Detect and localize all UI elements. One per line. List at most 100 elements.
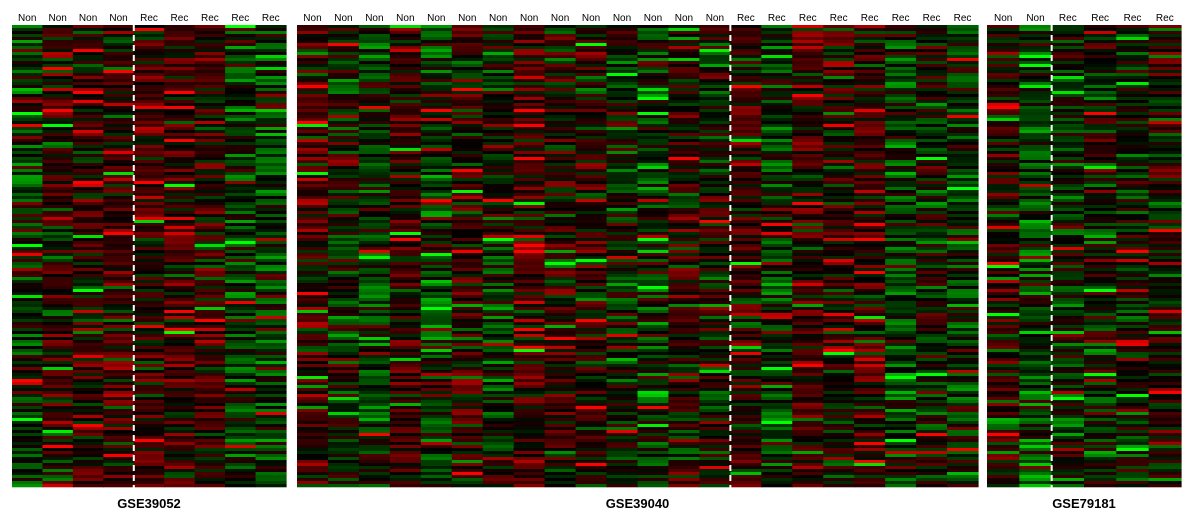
heatmap-cell bbox=[482, 58, 515, 62]
heatmap-cell bbox=[885, 415, 917, 419]
heatmap-cell bbox=[885, 442, 917, 446]
heatmap-cell bbox=[12, 28, 44, 32]
heatmap-cell bbox=[668, 58, 700, 62]
heatmap-cell bbox=[916, 448, 948, 452]
heatmap-cell bbox=[12, 478, 44, 482]
heatmap-cell bbox=[42, 196, 74, 200]
heatmap-cell bbox=[297, 295, 329, 299]
heatmap-cell bbox=[606, 133, 639, 137]
heatmap-cell bbox=[699, 115, 731, 119]
heatmap-cell bbox=[606, 286, 639, 290]
heatmap-cell bbox=[389, 241, 422, 245]
heatmap-cell bbox=[72, 175, 104, 179]
heatmap-cell bbox=[730, 412, 762, 416]
heatmap-cell bbox=[194, 208, 226, 212]
heatmap-cell bbox=[255, 277, 287, 281]
heatmap-cell bbox=[916, 352, 948, 356]
heatmap-cell bbox=[133, 55, 165, 59]
heatmap-cell bbox=[854, 142, 886, 146]
heatmap-cell bbox=[451, 148, 484, 152]
heatmap-cell bbox=[420, 388, 453, 392]
heatmap-cell bbox=[730, 460, 762, 464]
heatmap-cell bbox=[255, 268, 287, 272]
heatmap-cell bbox=[854, 328, 886, 332]
heatmap-cell bbox=[42, 178, 74, 182]
heatmap-cell bbox=[297, 148, 329, 152]
heatmap-cell bbox=[72, 61, 104, 65]
heatmap-cell bbox=[761, 292, 793, 296]
heatmap-cell bbox=[451, 178, 484, 182]
heatmap-cell bbox=[103, 40, 135, 44]
heatmap-cell bbox=[194, 484, 226, 488]
heatmap-cell bbox=[327, 166, 360, 170]
heatmap-cell bbox=[947, 418, 979, 422]
heatmap-cell bbox=[668, 328, 700, 332]
heatmap-cell bbox=[730, 121, 762, 125]
heatmap-cell bbox=[482, 223, 515, 227]
heatmap-cell bbox=[854, 439, 886, 443]
heatmap-cell bbox=[103, 112, 135, 116]
heatmap-cell bbox=[255, 355, 287, 359]
heatmap-cell bbox=[544, 133, 577, 137]
column-label: Rec bbox=[231, 13, 249, 24]
heatmap-cell bbox=[297, 154, 329, 158]
heatmap-cell bbox=[194, 433, 226, 437]
heatmap-cell bbox=[947, 319, 979, 323]
heatmap-cell bbox=[575, 379, 608, 383]
heatmap-cell bbox=[451, 457, 484, 461]
heatmap-cell bbox=[12, 304, 44, 308]
heatmap-cell bbox=[451, 97, 484, 101]
heatmap-cell bbox=[225, 253, 257, 257]
heatmap-cell bbox=[761, 223, 793, 227]
heatmap-cell bbox=[164, 121, 196, 125]
heatmap-cell bbox=[637, 460, 670, 464]
heatmap-cell bbox=[420, 463, 453, 467]
heatmap-cell bbox=[42, 286, 74, 290]
heatmap-cell bbox=[164, 268, 196, 272]
heatmap-cell bbox=[42, 259, 74, 263]
heatmap-cell bbox=[513, 352, 546, 356]
heatmap-cell bbox=[637, 109, 670, 113]
heatmap-cell bbox=[451, 244, 484, 248]
heatmap-cell bbox=[358, 142, 391, 146]
heatmap-cell bbox=[668, 244, 700, 248]
heatmap-cell bbox=[133, 175, 165, 179]
heatmap-cell bbox=[987, 151, 1020, 155]
heatmap-cell bbox=[12, 190, 44, 194]
heatmap-cell bbox=[947, 166, 979, 170]
heatmap-cell bbox=[544, 439, 577, 443]
heatmap-cell bbox=[947, 112, 979, 116]
heatmap-cell bbox=[575, 262, 608, 266]
heatmap-cell bbox=[885, 238, 917, 242]
heatmap-cell bbox=[730, 454, 762, 458]
heatmap-cell bbox=[730, 259, 762, 263]
heatmap-cell bbox=[327, 208, 360, 212]
heatmap-cell bbox=[699, 283, 731, 287]
heatmap-cell bbox=[297, 94, 329, 98]
heatmap-cell bbox=[358, 46, 391, 50]
heatmap-cell bbox=[327, 376, 360, 380]
heatmap-cell bbox=[730, 463, 762, 467]
heatmap-cell bbox=[255, 121, 287, 125]
heatmap-cell bbox=[389, 307, 422, 311]
heatmap-cell bbox=[327, 265, 360, 269]
heatmap-cell bbox=[575, 286, 608, 290]
heatmap-cell bbox=[327, 100, 360, 104]
heatmap-cell bbox=[606, 415, 639, 419]
heatmap-cell bbox=[987, 394, 1020, 398]
heatmap-cell bbox=[72, 37, 104, 41]
heatmap-cell bbox=[637, 346, 670, 350]
heatmap-cell bbox=[606, 433, 639, 437]
heatmap-cell bbox=[420, 217, 453, 221]
heatmap-cell bbox=[42, 358, 74, 362]
heatmap-cell bbox=[12, 430, 44, 434]
heatmap-cell bbox=[164, 238, 196, 242]
heatmap-cell bbox=[854, 208, 886, 212]
heatmap-cell bbox=[451, 166, 484, 170]
heatmap-cell bbox=[327, 439, 360, 443]
heatmap-cell bbox=[854, 37, 886, 41]
heatmap-cell bbox=[854, 403, 886, 407]
heatmap-cell bbox=[823, 445, 855, 449]
heatmap-cell bbox=[885, 349, 917, 353]
heatmap-cell bbox=[916, 274, 948, 278]
